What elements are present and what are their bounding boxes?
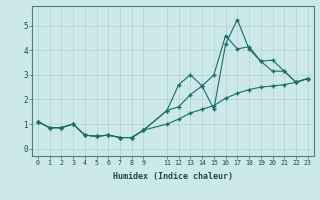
X-axis label: Humidex (Indice chaleur): Humidex (Indice chaleur) — [113, 172, 233, 181]
